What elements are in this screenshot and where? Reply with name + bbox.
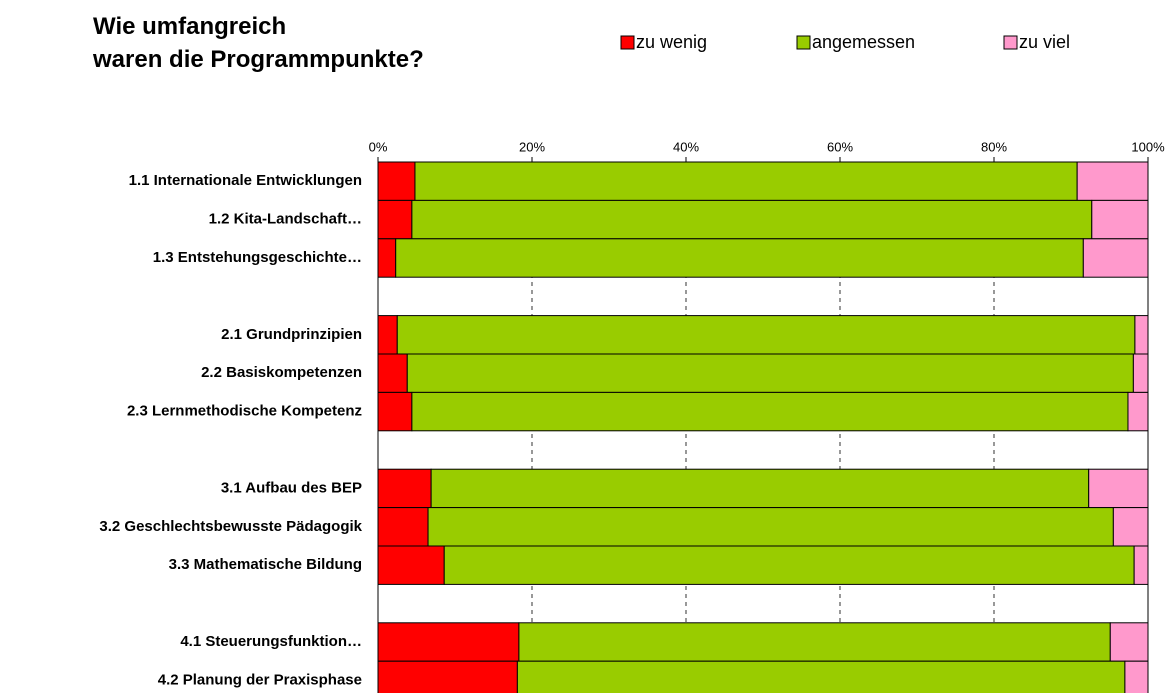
y-tick-label: 4.2 Planung der Praxisphase xyxy=(158,671,362,688)
x-tick-label: 0% xyxy=(369,139,388,154)
bar-segment xyxy=(1134,315,1149,355)
legend-label: angemessen xyxy=(812,32,915,52)
bar-segment xyxy=(427,507,1114,547)
legend-swatch xyxy=(620,35,635,50)
bar-segment xyxy=(377,161,416,201)
y-tick-label: 2.2 Basiskompetenzen xyxy=(201,364,362,381)
chart-title: Wie umfangreich xyxy=(93,13,286,40)
bar-segment xyxy=(395,238,1084,278)
bar-segment xyxy=(377,622,520,662)
bar-segment xyxy=(1082,238,1149,278)
bar-segment xyxy=(411,391,1129,432)
bar-segment xyxy=(396,315,1136,355)
y-tick-label: 1.2 Kita-Landschaft… xyxy=(209,211,362,228)
y-tick-label: 2.1 Grundprinzipien xyxy=(221,326,362,343)
y-tick-label: 3.2 Geschlechtsbewusste Pädagogik xyxy=(99,518,362,535)
bar-segment xyxy=(516,660,1126,693)
bar-segment xyxy=(1127,391,1149,432)
bar-segment xyxy=(1091,199,1149,240)
bar-segment xyxy=(1088,468,1149,509)
bar-segment xyxy=(1076,161,1149,201)
bar-segment xyxy=(414,161,1078,201)
bar-segment xyxy=(377,468,432,509)
chart-title: waren die Programmpunkte? xyxy=(92,46,424,73)
y-tick-label: 1.1 Internationale Entwicklungen xyxy=(129,172,362,189)
bar-segment xyxy=(377,353,408,393)
bar-segment xyxy=(411,199,1093,240)
y-tick-label: 3.1 Aufbau des BEP xyxy=(221,479,362,496)
bar-segment xyxy=(1109,622,1149,662)
y-tick-label: 2.3 Lernmethodische Kompetenz xyxy=(127,403,362,420)
bar-segment xyxy=(443,545,1135,585)
legend-label: zu wenig xyxy=(636,32,707,52)
bar-segment xyxy=(1112,507,1149,547)
bar-segment xyxy=(406,353,1134,393)
legend-label: zu viel xyxy=(1019,32,1070,52)
bar-segment xyxy=(430,468,1090,509)
x-tick-label: 40% xyxy=(673,139,699,154)
x-tick-label: 60% xyxy=(827,139,853,154)
bar-segment xyxy=(377,199,413,240)
x-tick-label: 100% xyxy=(1131,139,1165,154)
y-tick-label: 3.3 Mathematische Bildung xyxy=(169,556,362,573)
bar-segment xyxy=(377,660,518,693)
bar-segment xyxy=(377,238,397,278)
bar-segment xyxy=(377,315,398,355)
bar-segment xyxy=(518,622,1111,662)
bar-segment xyxy=(1132,353,1149,393)
legend-swatch xyxy=(1003,35,1018,50)
legend-swatch xyxy=(796,35,811,50)
y-tick-label: 4.1 Steuerungsfunktion… xyxy=(180,633,362,650)
bar-segment xyxy=(377,391,413,432)
bar-segment xyxy=(377,545,445,585)
y-tick-label: 1.3 Entstehungsgeschichte… xyxy=(153,249,362,266)
bar-segment xyxy=(1124,660,1149,693)
x-tick-label: 80% xyxy=(981,139,1007,154)
x-tick-label: 20% xyxy=(519,139,545,154)
bar-segment xyxy=(1133,545,1149,585)
bar-segment xyxy=(377,507,429,547)
